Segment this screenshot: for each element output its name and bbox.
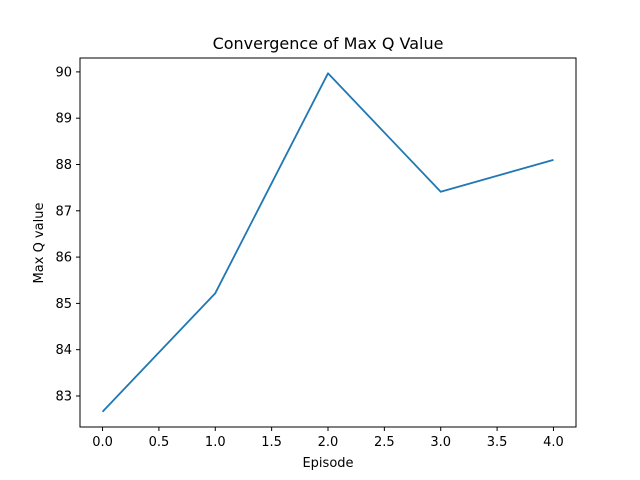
y-tick-label: 90 — [55, 65, 72, 80]
x-tick-label: 2.5 — [374, 435, 395, 450]
series-line — [101, 72, 554, 413]
x-tick-label: 1.5 — [261, 435, 282, 450]
y-axis-label: Max Q value — [32, 203, 47, 284]
y-axis: 83 84 85 86 87 88 89 90 — [55, 65, 80, 404]
chart-title: Convergence of Max Q Value — [213, 34, 444, 53]
x-tick-label: 0.5 — [149, 435, 170, 450]
x-tick-label: 3.0 — [430, 435, 451, 450]
x-tick-label: 0.0 — [92, 435, 113, 450]
y-tick-label: 86 — [55, 251, 72, 266]
x-axis-label: Episode — [302, 456, 353, 471]
y-tick-label: 89 — [55, 112, 72, 127]
y-tick-label: 88 — [55, 158, 72, 173]
x-axis: 0.0 0.5 1.0 1.5 2.0 2.5 3.0 3.5 4.0 — [92, 427, 564, 450]
y-tick-label: 87 — [55, 204, 72, 219]
x-tick-label: 1.0 — [205, 435, 226, 450]
y-tick-label: 85 — [55, 297, 72, 312]
plot-frame — [79, 57, 577, 428]
y-tick-label: 83 — [55, 389, 72, 404]
x-tick-label: 2.0 — [318, 435, 339, 450]
x-tick-label: 4.0 — [543, 435, 564, 450]
y-tick-label: 84 — [55, 343, 72, 358]
series-layer — [101, 72, 554, 413]
x-tick-label: 3.5 — [487, 435, 508, 450]
